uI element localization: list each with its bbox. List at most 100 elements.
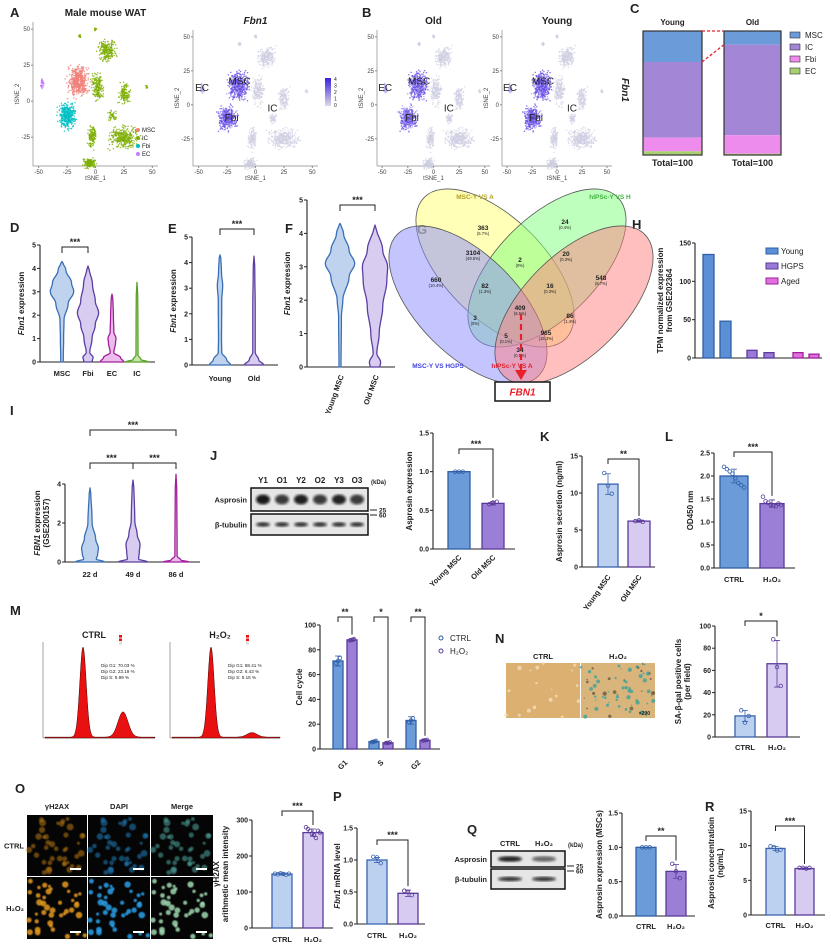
x-axis-label: tSNE_1 [423,176,444,182]
cell-point [59,114,61,117]
cell-point [221,107,223,110]
cell-point [102,93,105,95]
cell-point [114,130,116,133]
colorbar-tick-label: 4 [334,77,337,83]
cell-point [74,112,76,115]
cell-point [271,54,273,56]
cell-point [96,80,98,83]
cell-point [283,104,285,107]
cell-point [268,131,270,134]
cell-point [71,113,73,115]
y-tick-label: 0 [371,103,375,109]
cell-point [69,103,72,105]
cell-point [266,62,269,64]
cell-point [273,60,275,63]
cell-point [231,126,233,128]
cell-point [242,88,245,91]
x-tick-label: -25 [403,170,412,176]
cell-point [282,142,284,145]
cell-point [81,80,83,83]
cell-point [417,97,420,99]
cell-point [86,82,89,85]
cell-point [270,132,273,135]
cell-point [277,135,279,138]
cell-point [253,91,256,93]
cell-point [268,55,270,58]
cell-point [262,89,264,91]
cell-point [69,106,72,109]
cell-point [84,164,86,166]
cell-point [94,135,97,137]
cell-point [114,126,117,128]
cell-point [89,126,92,128]
cell-point [127,146,130,148]
cell-point [236,72,238,75]
cell-point [246,71,249,74]
cell-point [109,112,112,114]
cell-point [99,80,101,83]
cell-point [254,35,257,38]
cell-point [87,165,90,168]
legend-label: EC [142,152,151,158]
cell-point [298,136,300,138]
cell-point [63,124,65,126]
cell-point [101,87,103,90]
cell-point [267,59,269,61]
panel-label: R [705,799,715,814]
cell-point [74,101,76,104]
cell-point [128,97,130,99]
cell-point [234,90,237,92]
cell-point [93,160,95,163]
cell-point [75,73,77,76]
cell-point [112,147,115,150]
cell-point [264,63,267,66]
cell-point [224,128,226,131]
y-tick-label: -25 [365,137,374,143]
cell-point [72,81,75,83]
cell-point [421,88,424,91]
cell-point [221,117,223,119]
cell-point [297,129,299,132]
cell-point [73,90,76,92]
cell-point [98,93,101,95]
cell-point [97,98,99,101]
cell-point [417,69,420,71]
cell-point [60,125,62,127]
x-tick-label: 25 [281,170,288,176]
cell-point [108,143,111,146]
cell-point [283,108,286,110]
cell-point [128,95,131,97]
cell-point [265,129,268,132]
cell-point [102,49,104,52]
panel-label: B [362,5,371,20]
cell-point [281,136,284,138]
cell-point [254,94,257,97]
cell-point [99,84,101,87]
cell-point [269,138,271,141]
cell-point [219,111,222,113]
cell-point [230,106,232,109]
cell-point [83,70,86,73]
cell-point [286,102,288,104]
cell-point [280,104,282,106]
cell-point [89,159,91,161]
cell-point [263,61,266,64]
cell-point [219,116,221,118]
cell-point [120,85,123,88]
cell-point [280,108,282,111]
cell-point [272,140,274,142]
cell-point [120,142,123,145]
cell-point [74,78,77,80]
cell-point [128,139,130,141]
cell-point [294,138,297,141]
cell-point [132,131,135,133]
cell-point [268,115,271,117]
cell-point [252,96,255,99]
cell-point [89,128,92,131]
cell-point [420,95,422,97]
cell-point [256,97,259,100]
cell-point [252,157,255,159]
cell-point [92,80,95,83]
y-tick-label: 50 [23,27,30,33]
cell-point [236,87,239,90]
